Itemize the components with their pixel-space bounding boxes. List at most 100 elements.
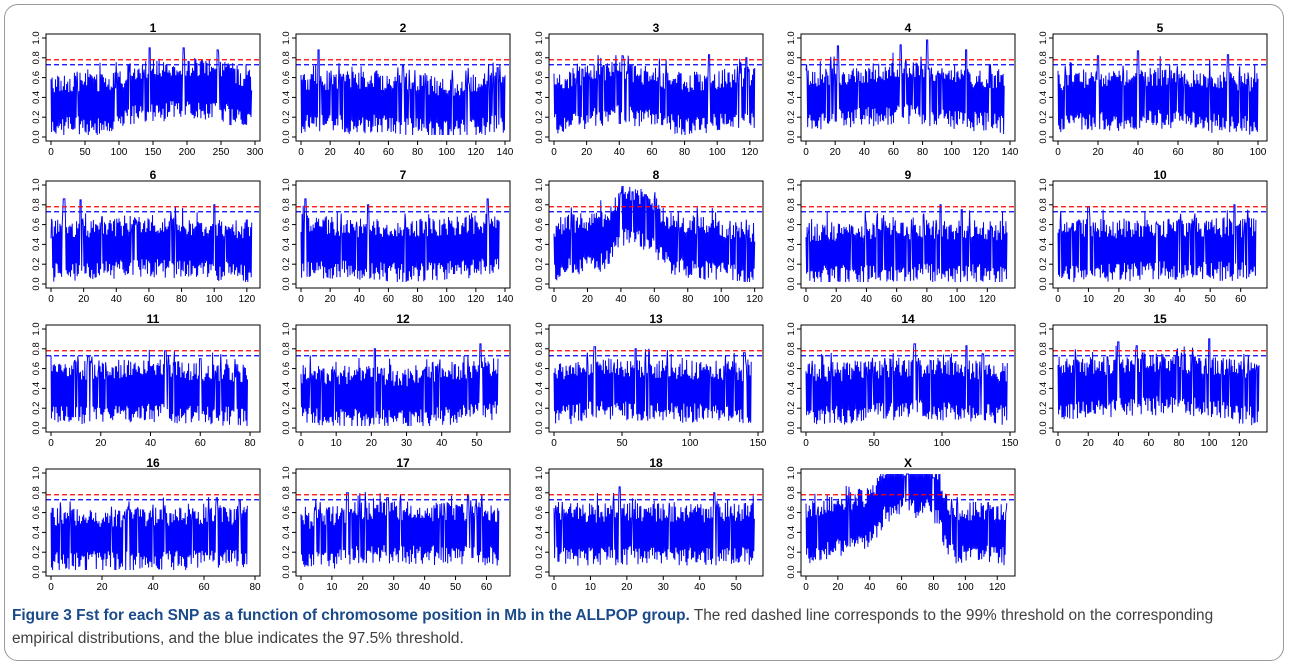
- x-tick-label: 20: [96, 582, 108, 593]
- y-tick-label: 0.6: [786, 71, 797, 84]
- plot-area-frame: [295, 33, 511, 142]
- x-tick-label: 0: [1055, 294, 1061, 305]
- fst-series-line: [50, 497, 248, 571]
- x-tick-label: 20: [832, 582, 844, 593]
- x-tick-label: 40: [615, 294, 627, 305]
- panel-title: 18: [649, 456, 663, 470]
- x-tick-label: 140: [497, 147, 514, 158]
- y-tick-label: 0.4: [534, 526, 545, 539]
- x-tick-label: 0: [298, 438, 304, 449]
- x-tick-label: 120: [746, 294, 763, 305]
- y-tick-label: 1.0: [786, 466, 797, 479]
- chromosome-panel-4: 4 0.0 0.2 0.4 0.6 0.8 1.0 0 20 40 60 80 100 120 140: [786, 21, 1019, 158]
- x-tick-label: 120: [989, 582, 1006, 593]
- y-tick-label: 0.2: [1038, 402, 1049, 415]
- y-tick-label: 0.6: [786, 218, 797, 231]
- y-tick-label: 0.8: [281, 342, 292, 355]
- fst-series-line: [805, 39, 1005, 135]
- x-tick-label: 20: [325, 147, 337, 158]
- plot-area-frame: [1052, 180, 1268, 289]
- y-tick-label: 0.0: [281, 130, 292, 143]
- fst-series-line: [553, 54, 756, 136]
- y-tick-label: 1.0: [31, 466, 42, 479]
- chromosome-panel-8: 8 0.0 0.2 0.4 0.6 0.8 1.0 0 20 40 60 80 100 120: [534, 168, 764, 305]
- x-tick-label: 150: [750, 438, 767, 449]
- y-tick-label: 1.0: [31, 322, 42, 335]
- x-tick-label: 300: [247, 147, 264, 158]
- y-tick-label: 0.0: [534, 565, 545, 578]
- x-tick-label: 80: [921, 294, 933, 305]
- x-tick-label: 50: [731, 582, 743, 593]
- x-tick-label: 80: [682, 294, 694, 305]
- y-tick-label: 0.0: [31, 277, 42, 290]
- y-tick-label: 0.6: [31, 506, 42, 519]
- y-tick-label: 0.4: [281, 238, 292, 251]
- y-tick-label: 0.2: [534, 546, 545, 559]
- y-tick-label: 0.0: [1038, 130, 1049, 143]
- y-tick-label: 0.0: [786, 277, 797, 290]
- y-tick-label: 0.4: [534, 91, 545, 104]
- y-tick-label: 0.2: [281, 111, 292, 124]
- y-tick-label: 0.2: [1038, 258, 1049, 271]
- x-tick-label: 250: [213, 147, 230, 158]
- x-tick-label: 100: [682, 438, 699, 449]
- y-tick-label: 0.0: [31, 565, 42, 578]
- x-tick-label: 200: [179, 147, 196, 158]
- x-tick-label: 0: [298, 294, 304, 305]
- x-tick-label: 10: [331, 438, 343, 449]
- x-tick-label: 80: [249, 582, 261, 593]
- plot-area-frame: [548, 324, 764, 433]
- chromosome-panel-14: 14 0.0 0.2 0.4 0.6 0.8 1.0 0 50 100 150: [786, 312, 1019, 449]
- fst-series-line: [1057, 50, 1259, 135]
- x-tick-label: 100: [206, 294, 223, 305]
- plot-area-frame: [548, 33, 764, 142]
- y-tick-label: 0.2: [786, 546, 797, 559]
- y-tick-label: 0.8: [534, 486, 545, 499]
- y-tick-label: 0.6: [281, 71, 292, 84]
- plot-area-frame: [295, 180, 511, 289]
- plot-area-frame: [45, 324, 261, 433]
- y-tick-label: 0.4: [786, 238, 797, 251]
- panel-title: 16: [146, 456, 160, 470]
- x-tick-label: 140: [497, 294, 514, 305]
- chromosome-panel-12: 12 0.0 0.2 0.4 0.6 0.8 1.0 0 10 20 30 40 50: [281, 312, 511, 449]
- x-tick-label: 50: [1205, 294, 1217, 305]
- y-tick-label: 0.2: [786, 402, 797, 415]
- x-tick-label: 100: [949, 294, 966, 305]
- fst-series-line: [300, 198, 500, 283]
- y-tick-label: 0.8: [281, 486, 292, 499]
- x-tick-label: 40: [354, 294, 366, 305]
- y-tick-label: 0.0: [281, 565, 292, 578]
- x-tick-label: 150: [145, 147, 162, 158]
- x-tick-label: 0: [48, 438, 54, 449]
- y-tick-label: 0.4: [1038, 382, 1049, 395]
- x-tick-label: 100: [438, 294, 455, 305]
- x-tick-label: 30: [1144, 294, 1156, 305]
- y-tick-label: 0.4: [786, 526, 797, 539]
- x-tick-label: 20: [366, 438, 378, 449]
- y-tick-label: 0.6: [281, 218, 292, 231]
- x-tick-label: 100: [943, 147, 960, 158]
- y-tick-label: 1.0: [1038, 31, 1049, 44]
- panel-title: 8: [653, 168, 660, 182]
- x-tick-label: 60: [649, 294, 661, 305]
- x-tick-label: 60: [1235, 294, 1247, 305]
- x-tick-label: 120: [238, 294, 255, 305]
- x-tick-label: 20: [1092, 147, 1104, 158]
- x-tick-label: 0: [803, 147, 809, 158]
- y-tick-label: 0.6: [534, 506, 545, 519]
- x-tick-label: 40: [1174, 294, 1186, 305]
- panel-title: 5: [1157, 21, 1164, 35]
- x-tick-label: 20: [1113, 294, 1125, 305]
- x-tick-label: 80: [1173, 438, 1185, 449]
- fst-series-line: [50, 198, 253, 283]
- panel-title: 2: [400, 21, 407, 35]
- y-tick-label: 0.0: [1038, 277, 1049, 290]
- y-tick-label: 1.0: [786, 31, 797, 44]
- chromosome-panel-18: 18 0.0 0.2 0.4 0.6 0.8 1.0 0 10 20 30 40 50: [534, 456, 764, 593]
- x-tick-label: 20: [95, 438, 107, 449]
- chromosome-panel-16: 16 0.0 0.2 0.4 0.6 0.8 1.0 0 20 40 60 80: [31, 456, 261, 593]
- y-tick-label: 1.0: [1038, 178, 1049, 191]
- y-tick-label: 0.8: [31, 51, 42, 64]
- x-tick-label: 120: [979, 294, 996, 305]
